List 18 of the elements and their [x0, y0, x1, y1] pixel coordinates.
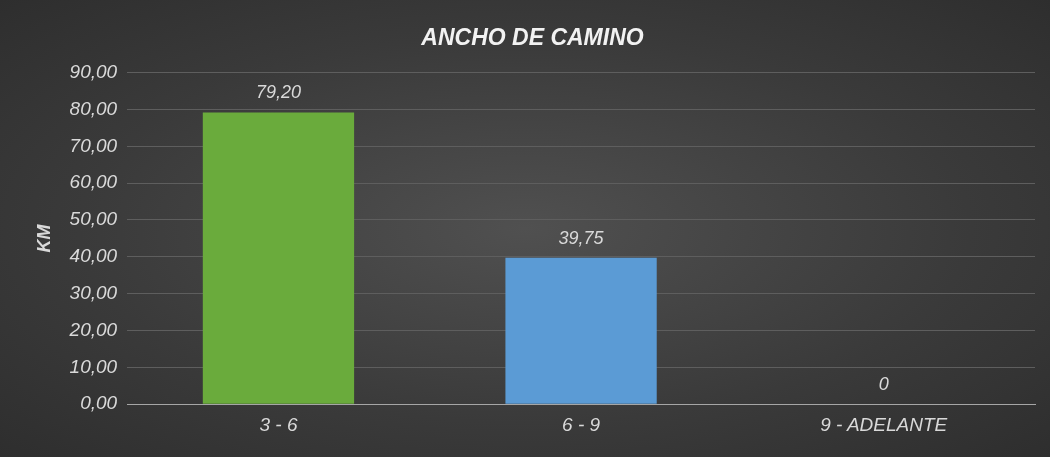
chart-title: ANCHO DE CAMINO: [420, 24, 644, 51]
y-tick-label: 90,00: [69, 60, 118, 82]
x-tick-label: 3 - 6: [259, 413, 298, 435]
y-tick-label: 50,00: [69, 208, 118, 230]
y-tick-label: 20,00: [68, 318, 118, 340]
x-tick-label: 6 - 9: [562, 413, 601, 435]
y-tick-label: 30,00: [69, 281, 118, 303]
data-label: 39,75: [558, 227, 605, 248]
y-tick-label: 0,00: [80, 392, 118, 414]
y-tick-label: 80,00: [69, 97, 118, 119]
y-tick-label: 40,00: [69, 245, 118, 267]
y-tick-label: 10,00: [69, 355, 118, 377]
x-tick-label: 9 - ADELANTE: [820, 413, 948, 435]
y-tick-label: 70,00: [69, 134, 118, 156]
data-label: 0: [878, 374, 889, 395]
y-axis-title: KM: [33, 223, 54, 253]
y-tick-label: 60,00: [69, 171, 118, 193]
data-label: 79,20: [255, 82, 301, 103]
